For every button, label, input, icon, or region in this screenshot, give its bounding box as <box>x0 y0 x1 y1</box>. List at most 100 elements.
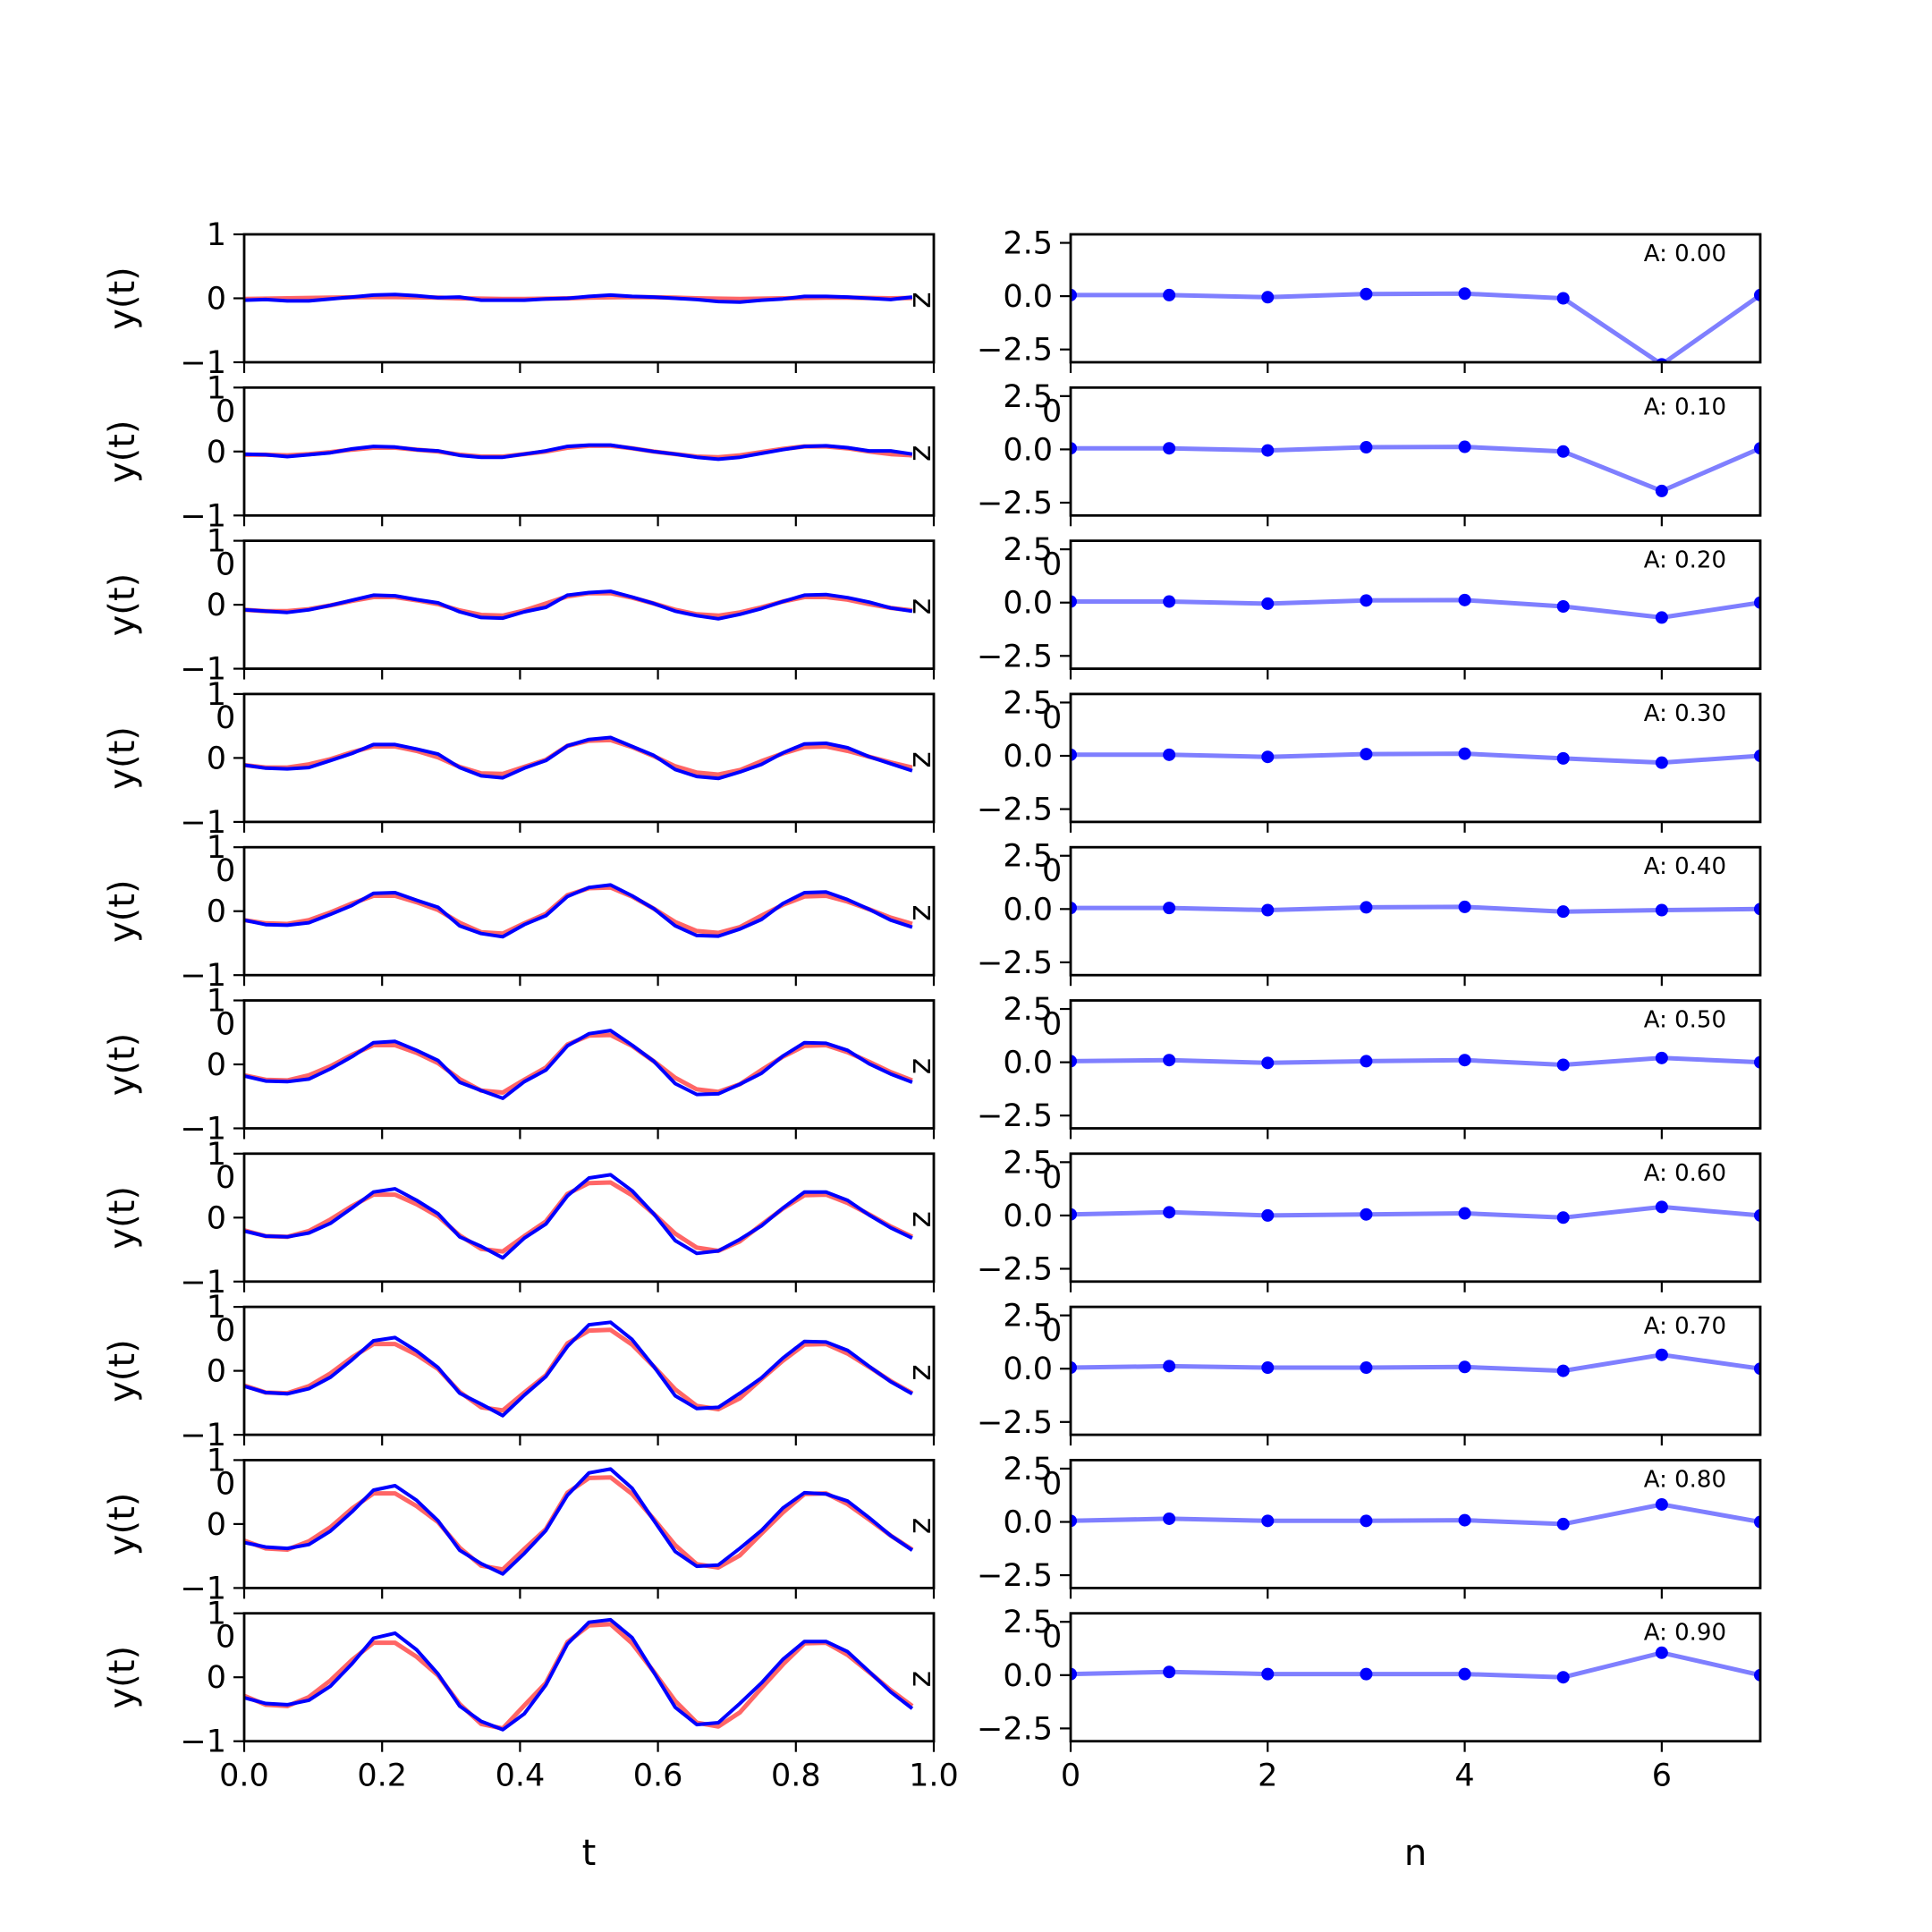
y-tick-label: 0.0 <box>1003 1046 1053 1081</box>
y-tick-label: −2.5 <box>977 1711 1053 1747</box>
y-tick-label: 1 <box>207 677 226 713</box>
data-point <box>1655 484 1668 497</box>
y-tick-label: 0.0 <box>1003 1352 1053 1387</box>
spectrum-line <box>1071 904 1760 914</box>
axes-frame <box>1069 1459 1762 1589</box>
overlap-label: 0 <box>1042 1160 1062 1196</box>
data-point <box>1556 751 1570 765</box>
x-axis-label-n: n <box>1404 1833 1427 1874</box>
plot-area <box>244 883 913 939</box>
overlap-label: 0 <box>216 547 235 583</box>
plot-area <box>244 292 913 304</box>
y-axis-label: y(t) <box>102 1033 143 1097</box>
overlap-label: 0 <box>1042 1466 1062 1502</box>
overlap-label: 0 <box>216 1007 235 1043</box>
right-panel-7: 2.5 0.0 −2.5 0 A: 0.70 <box>977 1299 1762 1446</box>
data-point <box>1261 750 1275 764</box>
y-tick-label: 1 <box>207 524 226 560</box>
data-point <box>1071 442 1077 455</box>
y-tick-label: 0 <box>207 1507 226 1543</box>
right-panel-4: 2.5 0.0 −2.5 0 A: 0.40 <box>977 839 1762 987</box>
axes-frame <box>242 845 936 977</box>
plot-area <box>1071 287 1760 362</box>
data-point <box>1071 748 1077 761</box>
axes-frame <box>1069 845 1762 977</box>
side-label: z <box>902 1671 938 1687</box>
y-tick-label: −1 <box>180 498 226 534</box>
amplitude-annotation: A: 0.60 <box>1644 1160 1726 1187</box>
x-tick-label: 0.8 <box>771 1758 821 1794</box>
series-blue-line <box>244 443 913 462</box>
data-point <box>1754 596 1760 609</box>
y-tick-label: 1 <box>207 1597 226 1632</box>
data-point <box>1556 1364 1570 1377</box>
axes-frame <box>1069 692 1762 824</box>
y-tick-label: 2.5 <box>1003 685 1053 721</box>
data-point <box>1360 441 1373 454</box>
plot-area <box>1071 1200 1760 1224</box>
overlap-label: 0 <box>1042 700 1062 736</box>
spectrum-line <box>1071 751 1760 766</box>
x-tick-label: 0.0 <box>219 1758 269 1794</box>
right-panel-6: 2.5 0.0 −2.5 0 A: 0.60 <box>977 1145 1762 1292</box>
data-point <box>1458 1667 1471 1681</box>
plot-area <box>1071 1348 1760 1377</box>
data-point <box>1655 1200 1668 1214</box>
data-point <box>1163 1054 1176 1067</box>
y-tick-label: −2.5 <box>977 486 1053 521</box>
overlap-label: 0 <box>216 1620 235 1656</box>
overlap-label: 0 <box>1042 1620 1062 1656</box>
x-tick-label: 2 <box>1258 1758 1277 1794</box>
y-tick-label: 0.0 <box>1003 432 1053 468</box>
data-point <box>1163 442 1176 455</box>
overlap-label: 0 <box>216 1313 235 1349</box>
y-tick-label: 2.5 <box>1003 839 1053 875</box>
y-tick-label: 2.5 <box>1003 379 1053 415</box>
y-tick-label: 0 <box>207 894 226 930</box>
side-label: z <box>902 598 938 614</box>
series-blue-line <box>244 883 913 939</box>
y-tick-label: 0.0 <box>1003 1199 1053 1234</box>
x-tick-label: 6 <box>1652 1758 1672 1794</box>
plot-area <box>1071 1497 1760 1530</box>
data-point <box>1071 1667 1077 1681</box>
series-blue-line <box>244 1617 914 1732</box>
y-tick-label: −1 <box>180 1112 226 1148</box>
y-tick-label: −1 <box>180 805 226 841</box>
axes-frame <box>242 1459 936 1589</box>
amplitude-annotation: A: 0.80 <box>1644 1466 1726 1493</box>
data-point <box>1360 1055 1373 1068</box>
plot-area <box>244 1467 914 1576</box>
axes-frame <box>242 1612 936 1743</box>
data-point <box>1754 1668 1760 1682</box>
data-point <box>1360 1361 1373 1375</box>
y-tick-label: 0 <box>207 1200 226 1236</box>
data-point <box>1458 1513 1471 1527</box>
y-axis-label: y(t) <box>102 573 143 637</box>
axes-frame <box>242 999 936 1130</box>
data-point <box>1754 1055 1760 1069</box>
y-tick-label: −1 <box>180 652 226 688</box>
y-tick-label: 1 <box>207 984 226 1020</box>
plot-area <box>244 1173 913 1260</box>
amplitude-annotation: A: 0.30 <box>1644 700 1726 727</box>
data-point <box>1071 1514 1077 1528</box>
y-tick-label: 2.5 <box>1003 1299 1053 1335</box>
axes-frame <box>242 539 936 670</box>
side-label: z <box>902 1211 938 1227</box>
data-point <box>1556 1671 1570 1684</box>
y-tick-label: 2.5 <box>1003 226 1053 262</box>
overlap-label: 0 <box>216 853 235 889</box>
data-point <box>1556 1058 1570 1072</box>
data-point <box>1360 1514 1373 1528</box>
data-point <box>1261 291 1275 304</box>
y-tick-label: −2.5 <box>977 792 1053 828</box>
plot-area <box>244 443 913 462</box>
plot-area <box>244 589 913 621</box>
